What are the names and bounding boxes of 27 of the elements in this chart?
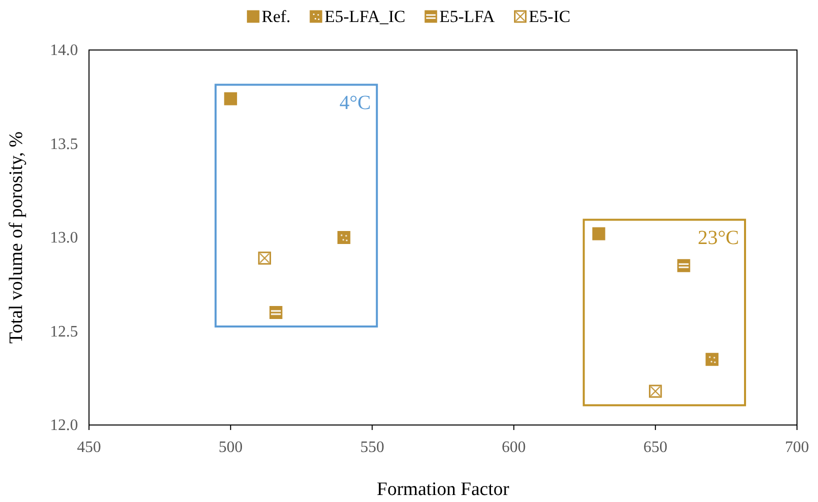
y-tick-label: 13.5 (50, 136, 78, 153)
legend-label: Ref. (262, 7, 290, 26)
point (592, 227, 606, 240)
legend-label: E5-LFA_IC (324, 7, 406, 26)
x-tick-label: 700 (785, 439, 809, 456)
x-tick-label: 600 (502, 439, 526, 456)
y-tick-label: 12.0 (50, 417, 78, 434)
y-tick-label: 12.5 (50, 323, 78, 340)
point (337, 231, 350, 244)
annotation: 4°C (340, 92, 371, 114)
x-axis-title: Formation Factor (376, 479, 510, 500)
y-tick-label: 13.0 (50, 230, 78, 247)
legend-label: E5-LFA (439, 7, 496, 26)
annotation: 23°C (698, 226, 740, 249)
point (677, 259, 690, 272)
x-tick-label: 500 (218, 439, 243, 456)
legend-label: E5-IC (528, 7, 570, 26)
point (706, 352, 718, 366)
y-axis-title: Total volume of porosity, % (6, 131, 27, 344)
point (648, 384, 662, 398)
point (269, 306, 282, 319)
x-tick-label: 450 (77, 439, 101, 456)
point (258, 252, 272, 265)
x-tick-label: 650 (643, 439, 668, 456)
point (224, 92, 238, 106)
y-tick-label: 14.0 (50, 42, 78, 60)
x-tick-label: 550 (360, 439, 384, 456)
